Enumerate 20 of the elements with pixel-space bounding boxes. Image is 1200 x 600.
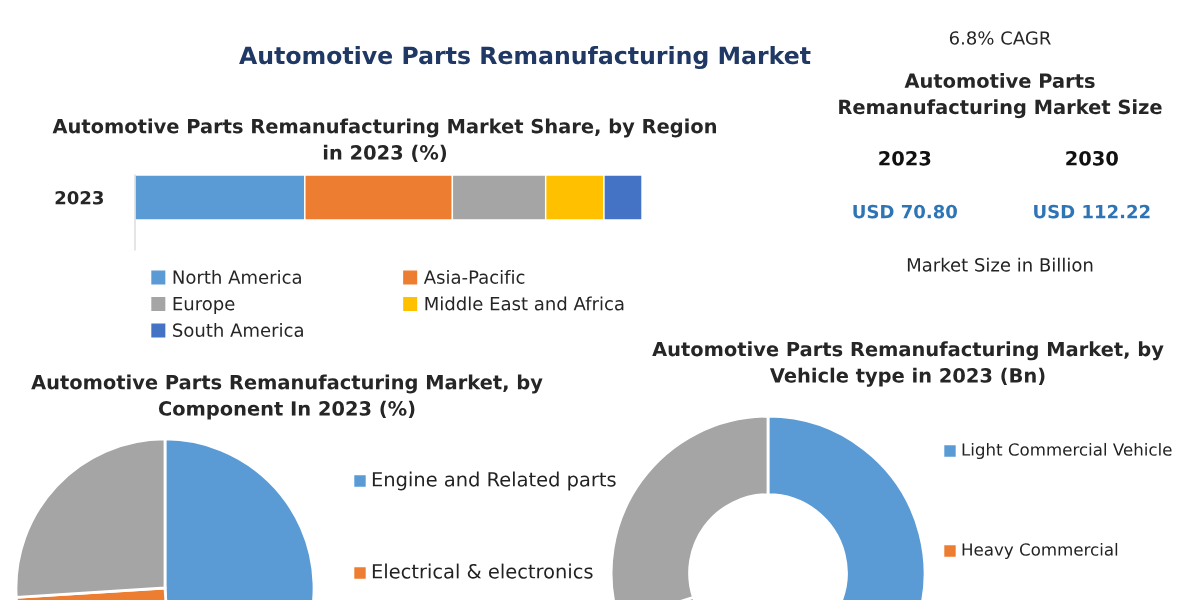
text: USD 70.80 — [853, 204, 957, 219]
legend-label: Engine and Related parts — [372, 471, 616, 491]
text: Automotive Parts Remanufacturing Market — [239, 45, 811, 70]
text: Automotive Parts Remanufacturing Market Size — [839, 73, 1162, 119]
chart-title: Automotive Parts Remanufacturing Market, by Component In 2023 (%) — [31, 374, 543, 420]
legend-label: Heavy Commercial — [962, 542, 1118, 560]
legend-label: South America — [173, 323, 303, 337]
legend-label: Electrical & electronics — [372, 563, 593, 579]
text: Market Size in Billion — [907, 257, 1093, 272]
text: USD 112.22 — [1034, 204, 1150, 219]
legend-label: Asia-Pacific — [423, 270, 525, 284]
legend-label: Middle East and Africa — [425, 296, 624, 311]
legend-label: Europe — [173, 297, 235, 314]
text: 2023 — [879, 150, 931, 166]
text: 6.8% CAGR — [949, 31, 1051, 45]
chart-title: Automotive Parts Remanufacturing Market Share, by Region in 2023 (%) — [52, 118, 717, 163]
chart-title: Automotive Parts Remanufacturing Market, by Vehicle type in 2023 (Bn) — [652, 341, 1164, 387]
legend-label: Light Commercial Vehicle — [962, 442, 1172, 460]
legend-label: North America — [173, 270, 301, 284]
text: 2030 — [1066, 150, 1118, 166]
